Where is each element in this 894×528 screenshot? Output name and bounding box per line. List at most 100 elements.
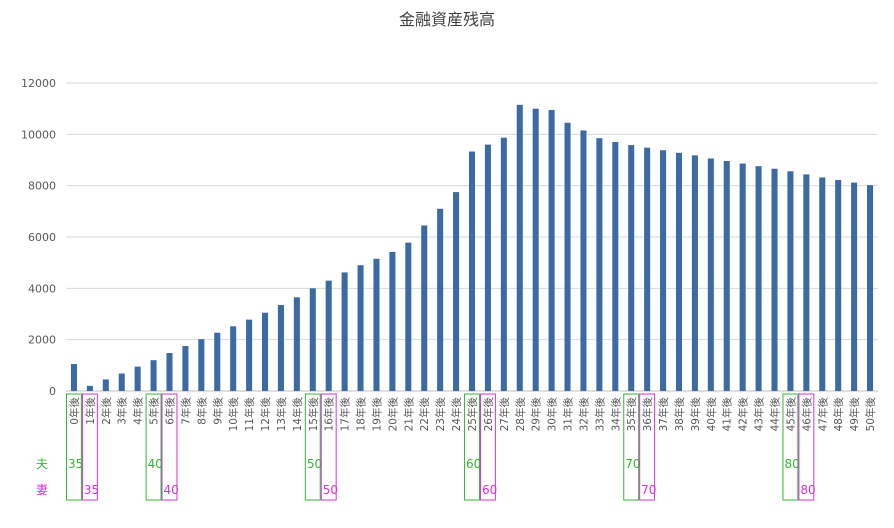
bar: [405, 242, 412, 391]
bar: [548, 109, 555, 391]
bar: [468, 151, 476, 391]
x-tick-label: 14年後: [291, 397, 304, 432]
bar: [755, 166, 762, 391]
x-tick-label: 4年後: [132, 397, 145, 425]
age-marker-label: 40: [164, 483, 179, 497]
x-tick-label: 2年後: [100, 397, 113, 425]
x-tick-label: 17年後: [339, 397, 352, 432]
x-tick-label: 36年後: [641, 397, 654, 432]
bar: [532, 108, 539, 392]
x-tick-label: 42年後: [737, 397, 750, 432]
x-tick-label: 37年後: [657, 397, 670, 432]
bar: [166, 353, 173, 391]
bar: [357, 265, 364, 391]
x-tick-label: 47年後: [816, 397, 829, 432]
y-tick-label: 4000: [28, 282, 56, 295]
x-tick-label: 38年後: [673, 397, 686, 432]
bar: [596, 138, 603, 391]
bar: [835, 180, 842, 391]
age-marker-box: [623, 393, 640, 501]
bar: [675, 152, 683, 391]
bar: [564, 122, 571, 392]
bar: [660, 150, 667, 391]
bar: [373, 258, 380, 391]
x-tick-label: 16年後: [323, 397, 336, 432]
x-tick-label: 35年後: [625, 397, 638, 432]
age-marker-box: [479, 393, 496, 501]
bar: [102, 379, 109, 391]
age-marker-label: 50: [307, 457, 322, 471]
x-tick-label: 13年後: [275, 397, 288, 432]
y-tick-label: 6000: [28, 231, 56, 244]
x-tick-label: 30年後: [546, 397, 559, 432]
age-marker-label: 35: [84, 483, 99, 497]
bar: [644, 147, 651, 391]
x-tick-label: 22年後: [418, 397, 431, 432]
bar: [182, 346, 189, 391]
bar: [723, 161, 730, 391]
bar: [86, 385, 93, 391]
x-tick-label: 28年後: [514, 397, 527, 432]
age-marker-label: 50: [323, 483, 338, 497]
x-tick-label: 46年後: [800, 397, 813, 432]
y-tick-label: 2000: [28, 334, 56, 347]
x-tick-label: 26年後: [482, 397, 495, 432]
age-marker-box: [639, 393, 656, 501]
age-marker-label: 70: [625, 457, 640, 471]
x-tick-label: 45年後: [784, 397, 797, 432]
age-row-label: 妻: [36, 483, 48, 497]
x-tick-label: 9年後: [211, 397, 224, 425]
x-tick-label: 48年後: [832, 397, 845, 432]
bar: [261, 312, 269, 391]
x-tick-label: 18年後: [355, 397, 368, 432]
bar: [819, 177, 826, 391]
bar: [453, 192, 460, 391]
x-tick-label: 8年後: [195, 397, 208, 425]
chart-title: 金融資産残高: [399, 10, 495, 29]
x-tick-label: 0年後: [68, 397, 81, 425]
bar: [437, 208, 444, 391]
x-tick-label: 23年後: [434, 397, 447, 432]
x-tick-label: 25年後: [466, 397, 479, 432]
bar-series: [70, 104, 874, 392]
x-tick-label: 20年後: [386, 397, 399, 432]
x-tick-label: 33年後: [593, 397, 606, 432]
bar: [118, 373, 125, 391]
bar: [421, 225, 428, 391]
age-row-label: 夫: [36, 457, 48, 471]
y-axis-tick-labels: 0 2000 4000 6000 8000 10000 12000: [21, 77, 56, 398]
bar: [739, 163, 746, 391]
age-marker-label: 60: [466, 457, 481, 471]
age-marker-label: 80: [784, 457, 799, 471]
age-marker-box: [782, 393, 799, 501]
x-tick-label: 49年後: [848, 397, 861, 432]
age-marker-box: [145, 393, 162, 501]
x-tick-label: 21年後: [402, 397, 415, 432]
bar: [293, 297, 300, 391]
x-tick-label: 5年後: [148, 397, 161, 425]
bar: [867, 185, 874, 391]
age-marker-box: [66, 393, 82, 501]
bar: [628, 145, 635, 391]
bar: [341, 272, 348, 391]
x-tick-label: 3年後: [116, 397, 129, 425]
x-tick-label: 15年後: [307, 397, 320, 432]
x-tick-label: 32年後: [577, 397, 590, 432]
x-tick-label: 1年後: [84, 397, 97, 425]
bar: [246, 319, 253, 391]
bar: [771, 168, 778, 391]
x-tick-label: 44年後: [769, 397, 782, 432]
age-marker-label: 40: [148, 457, 163, 471]
x-tick-label: 27年後: [498, 397, 511, 432]
bar: [484, 144, 491, 391]
x-tick-label: 12年後: [259, 397, 272, 432]
x-tick-label: 10年後: [227, 397, 240, 432]
y-tick-label: 0: [49, 385, 56, 398]
age-marker-label: 60: [482, 483, 497, 497]
bar: [516, 104, 523, 392]
bar: [500, 137, 507, 391]
bar: [230, 326, 237, 391]
age-marker-box: [304, 393, 321, 501]
x-tick-label: 43年後: [753, 397, 766, 432]
